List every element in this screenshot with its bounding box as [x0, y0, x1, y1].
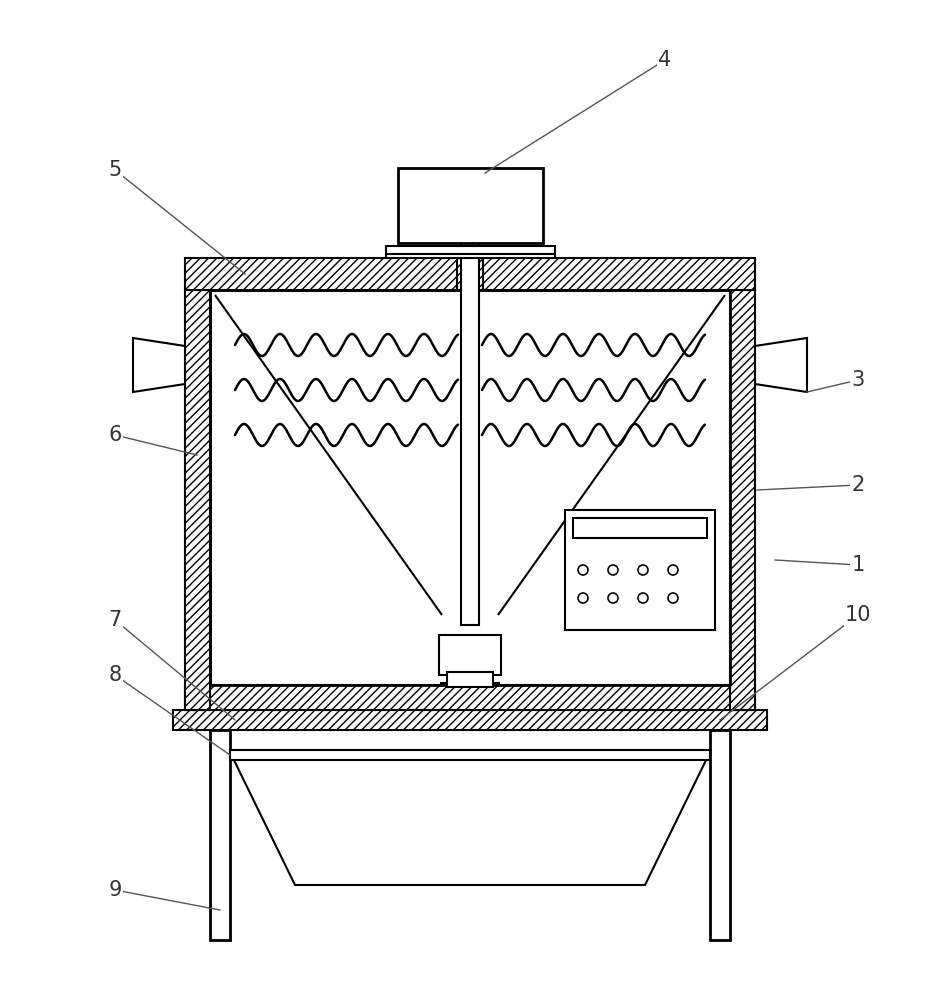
Polygon shape — [447, 672, 493, 687]
Polygon shape — [185, 685, 755, 710]
Polygon shape — [173, 710, 767, 730]
Polygon shape — [710, 730, 730, 940]
Polygon shape — [755, 338, 807, 392]
Polygon shape — [230, 752, 710, 885]
Polygon shape — [461, 243, 479, 625]
Polygon shape — [133, 338, 185, 392]
Text: 7: 7 — [108, 610, 121, 630]
Polygon shape — [398, 168, 543, 243]
Text: 10: 10 — [845, 605, 871, 625]
Polygon shape — [185, 258, 755, 290]
Text: 1: 1 — [852, 555, 865, 575]
Polygon shape — [210, 730, 230, 940]
Polygon shape — [573, 518, 707, 538]
Text: 4: 4 — [658, 50, 671, 70]
Polygon shape — [230, 750, 710, 760]
Polygon shape — [439, 635, 501, 675]
Text: 3: 3 — [852, 370, 865, 390]
Polygon shape — [730, 290, 755, 710]
Polygon shape — [386, 246, 555, 258]
Text: 6: 6 — [108, 425, 121, 445]
Polygon shape — [210, 290, 730, 685]
Text: 5: 5 — [108, 160, 121, 180]
Polygon shape — [457, 258, 483, 290]
Text: 9: 9 — [108, 880, 121, 900]
Polygon shape — [565, 510, 715, 630]
Polygon shape — [185, 290, 210, 710]
Text: 2: 2 — [852, 475, 865, 495]
Text: 8: 8 — [108, 665, 121, 685]
